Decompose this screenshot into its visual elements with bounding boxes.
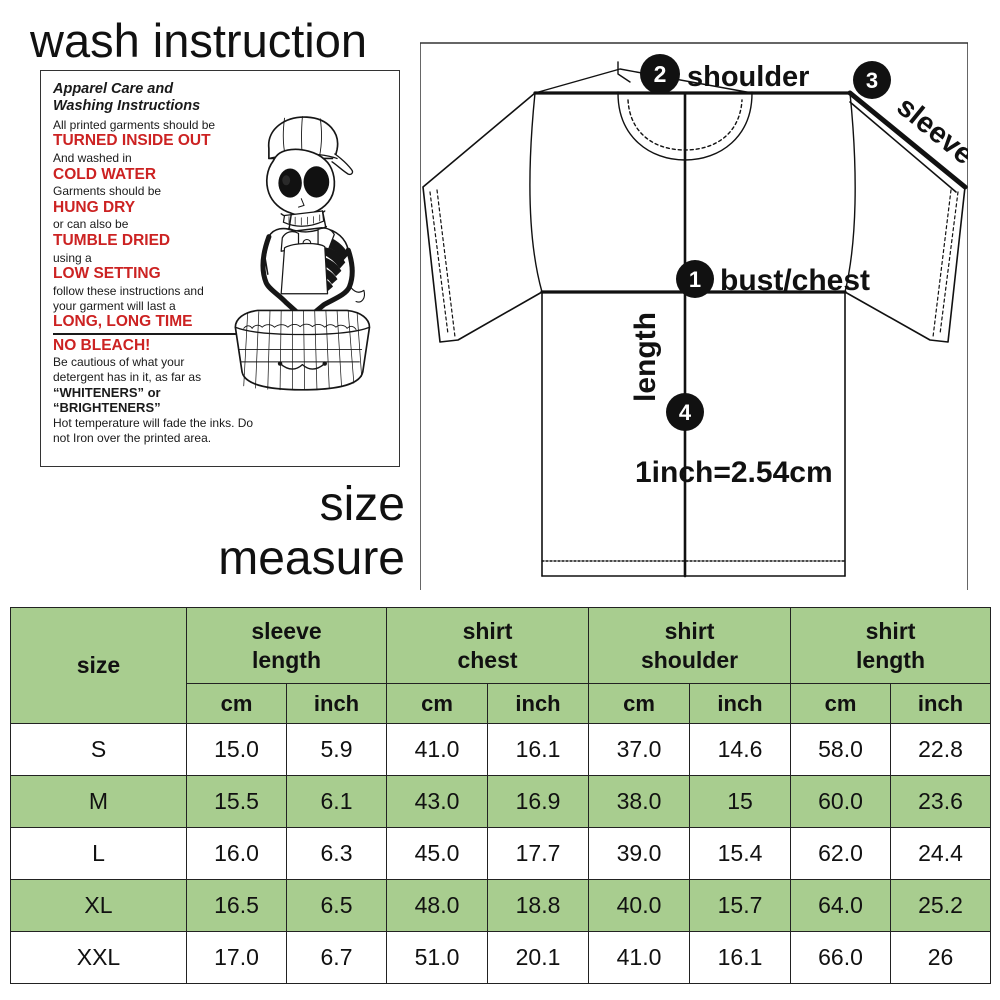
svg-text:3: 3 bbox=[866, 68, 878, 93]
svg-text:bust/chest: bust/chest bbox=[720, 264, 870, 297]
svg-text:4: 4 bbox=[679, 400, 692, 425]
svg-text:shoulder: shoulder bbox=[687, 61, 809, 93]
svg-text:1: 1 bbox=[689, 267, 701, 292]
svg-text:1inch=2.54cm: 1inch=2.54cm bbox=[635, 456, 833, 489]
svg-text:2: 2 bbox=[654, 61, 667, 87]
svg-text:length: length bbox=[629, 312, 662, 402]
